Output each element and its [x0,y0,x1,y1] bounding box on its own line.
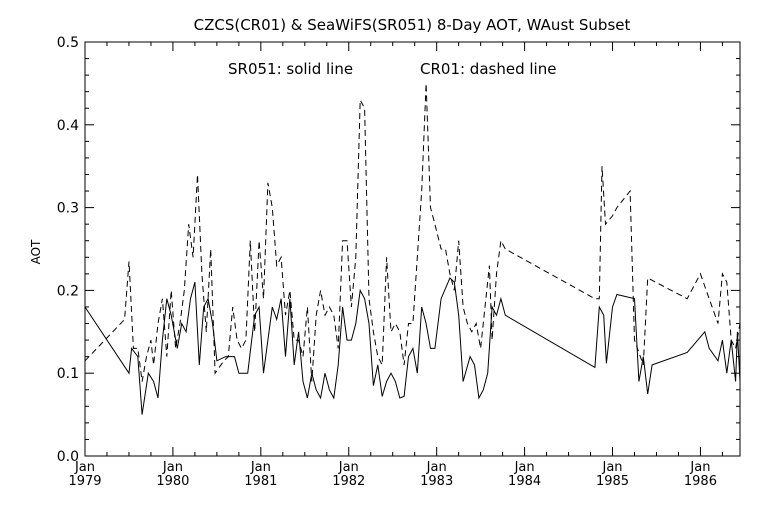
x-tick-year: 1981 [244,474,277,489]
plot-area: 0.00.10.20.30.40.5 Jan1979Jan1980Jan1981… [57,35,741,489]
x-tick-month: Jan [426,460,447,475]
x-tick-month: Jan [338,460,359,475]
x-tick-month: Jan [689,460,710,475]
x-axis: Jan1979Jan1980Jan1981Jan1982Jan1983Jan19… [68,42,723,489]
x-tick-year: 1984 [508,474,541,489]
y-tick-label: 0.3 [57,201,79,217]
y-tick-label: 0.2 [57,283,79,299]
x-tick-month: Jan [514,460,535,475]
x-tick-year: 1985 [596,474,629,489]
x-tick-month: Jan [601,460,622,475]
x-tick-year: 1986 [684,474,717,489]
x-tick-month: Jan [162,460,183,475]
y-axis: 0.0 0.1 0.2 0.3 0.4 0.5 [57,35,740,465]
legend-solid-label: SR051: solid line [228,60,353,78]
series-sr051-line [84,277,741,415]
y-tick-label: 0.1 [57,366,79,382]
x-tick-month: Jan [74,460,95,475]
x-tick-month: Jan [250,460,271,475]
x-tick-year: 1980 [156,474,189,489]
x-tick-year: 1983 [420,474,453,489]
chart-title: CZCS(CR01) & SeaWiFS(SR051) 8-Day AOT, W… [194,16,631,34]
y-axis-label: AOT [29,239,43,264]
y-tick-label: 0.4 [57,118,79,134]
y-tick-label: 0.0 [57,449,79,465]
legend-dashed-label: CR01: dashed line [420,60,556,78]
series-cr01-line [84,83,741,382]
x-tick-year: 1979 [68,474,101,489]
x-tick-year: 1982 [332,474,365,489]
y-tick-label: 0.5 [57,35,79,51]
series-lines [84,83,741,415]
plot-frame [84,41,741,457]
